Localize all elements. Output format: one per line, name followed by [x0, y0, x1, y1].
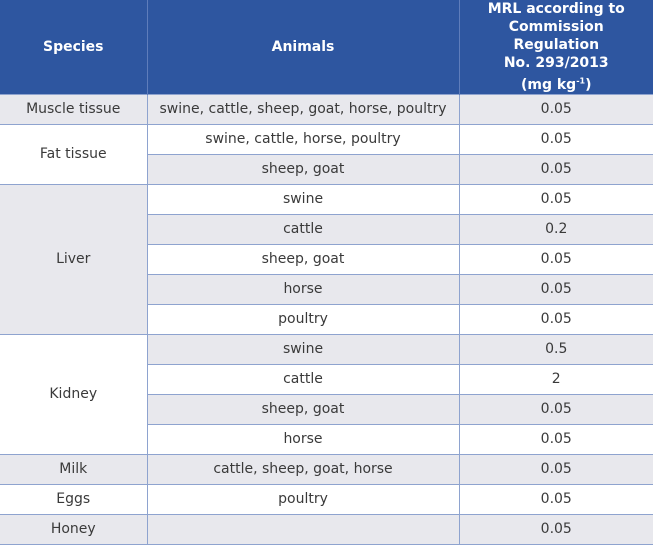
table-row: horse 0.05 — [0, 423, 653, 455]
mrl-cell: 0.05 — [459, 273, 653, 305]
species-cell: Honey — [0, 513, 148, 545]
species-cell: Liver — [0, 183, 148, 335]
table-row: horse 0.05 — [0, 273, 653, 305]
mrl-cell: 0.05 — [459, 93, 653, 125]
header-mrl-unit-sup: -1 — [576, 76, 586, 85]
animals-cell: cattle — [147, 213, 460, 245]
table-row: Eggs poultry 0.05 — [0, 483, 653, 515]
header-animals: Animals — [147, 0, 460, 95]
animals-cell: cattle, sheep, goat, horse — [147, 453, 460, 485]
table-row: cattle 2 — [0, 363, 653, 395]
header-mrl: MRL according to Commission Regulation N… — [459, 0, 653, 95]
mrl-cell: 2 — [459, 363, 653, 395]
mrl-cell: 0.05 — [459, 153, 653, 185]
animals-cell: sheep, goat — [147, 243, 460, 275]
animals-cell: cattle — [147, 363, 460, 395]
animals-cell: swine — [147, 333, 460, 365]
mrl-cell: 0.05 — [459, 243, 653, 275]
species-cell: Kidney — [0, 333, 148, 455]
animals-cell: horse — [147, 273, 460, 305]
header-mrl-unit-post: ) — [585, 76, 592, 93]
table-row: Milk cattle, sheep, goat, horse 0.05 — [0, 453, 653, 485]
species-cell: Muscle tissue — [0, 93, 148, 125]
species-cell: Milk — [0, 453, 148, 485]
table-row: sheep, goat 0.05 — [0, 393, 653, 425]
table-row: poultry 0.05 — [0, 303, 653, 335]
mrl-cell: 0.05 — [459, 513, 653, 545]
header-mrl-line3: No. 293/2013 — [503, 55, 609, 71]
mrl-cell: 0.05 — [459, 453, 653, 485]
mrl-cell: 0.2 — [459, 213, 653, 245]
table-body: Muscle tissue swine, cattle, sheep, goat… — [0, 93, 653, 545]
animals-cell — [147, 513, 460, 545]
mrl-cell: 0.05 — [459, 303, 653, 335]
header-species: Species — [0, 0, 148, 95]
mrl-cell: 0.05 — [459, 123, 653, 155]
animals-cell: swine, cattle, sheep, goat, horse, poult… — [147, 93, 460, 125]
header-mrl-unit: (mg kg-1) — [520, 76, 592, 93]
animals-cell: sheep, goat — [147, 153, 460, 185]
animals-cell: swine — [147, 183, 460, 215]
header-row: Species Animals MRL according to Commiss… — [0, 0, 653, 95]
mrl-cell: 0.05 — [459, 483, 653, 515]
header-mrl-line1: MRL according to — [487, 1, 625, 17]
species-cell: Fat tissue — [0, 123, 148, 185]
table-row: sheep, goat 0.05 — [0, 243, 653, 275]
table-row: Fat tissue swine, cattle, horse, poultry… — [0, 123, 653, 185]
mrl-cell: 0.05 — [459, 393, 653, 425]
table-row: Honey 0.05 — [0, 513, 653, 545]
header-mrl-line2: Commission Regulation — [508, 19, 604, 53]
table-row: Kidney swine 0.5 — [0, 333, 653, 455]
table-row: cattle 0.2 — [0, 213, 653, 245]
animals-cell: poultry — [147, 303, 460, 335]
table-row: Muscle tissue swine, cattle, sheep, goat… — [0, 93, 653, 125]
table-row: Liver swine 0.05 — [0, 183, 653, 335]
mrl-cell: 0.5 — [459, 333, 653, 365]
mrl-cell: 0.05 — [459, 423, 653, 455]
table-row: sheep, goat 0.05 — [0, 153, 653, 185]
header-mrl-unit-pre: (mg kg — [520, 76, 577, 93]
mrl-cell: 0.05 — [459, 183, 653, 215]
table-header: Species Animals MRL according to Commiss… — [0, 0, 653, 95]
species-cell: Eggs — [0, 483, 148, 515]
animals-cell: sheep, goat — [147, 393, 460, 425]
animals-cell: horse — [147, 423, 460, 455]
animals-cell: swine, cattle, horse, poultry — [147, 123, 460, 155]
animals-cell: poultry — [147, 483, 460, 515]
